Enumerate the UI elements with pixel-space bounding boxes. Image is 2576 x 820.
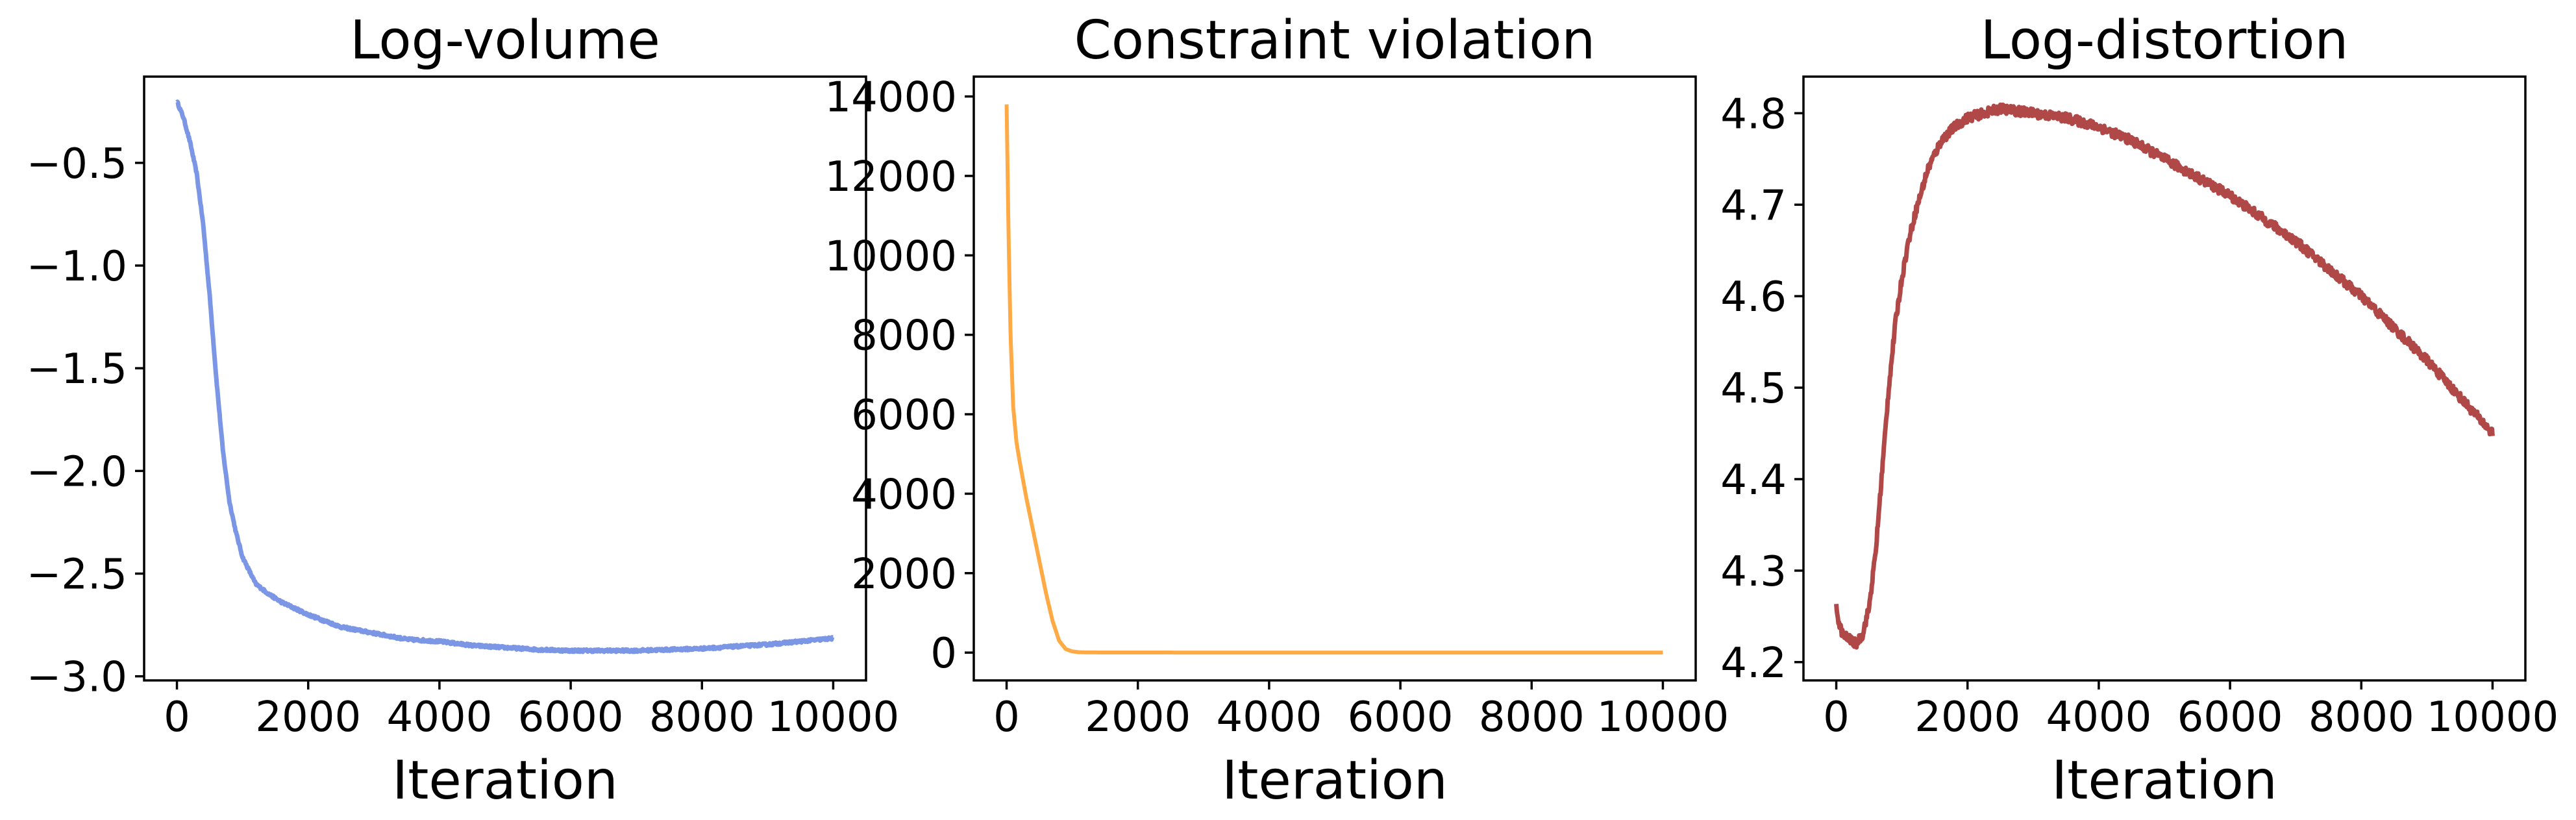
x-tick-label: 8000: [649, 693, 755, 741]
x-tick-label: 6000: [2177, 693, 2283, 741]
chart-panel-log-volume: 0 2000 4000 6000 8000 10000 −0.5 −1.0 −1.5 −2.0 −2…: [27, 10, 900, 812]
y-tick-label: −2.5: [27, 551, 127, 599]
y-tick-label: 14000: [824, 74, 957, 122]
y-tick-label: 4.6: [1720, 273, 1787, 321]
y-tick-label: −1.5: [27, 345, 127, 393]
series-line-log-volume-0: [175, 99, 836, 654]
y-tick-label: 2000: [851, 551, 957, 599]
chart-panel-constraint-violation: 0 2000 4000 6000 8000 10000020004000600080001…: [824, 10, 1729, 812]
y-tick-label: 4.3: [1720, 548, 1787, 596]
y-tick-label: 4.5: [1720, 365, 1787, 413]
x-tick-label: 8000: [2309, 693, 2414, 741]
x-tick-label: 6000: [1348, 693, 1454, 741]
y-tick-label: 10000: [824, 232, 957, 280]
x-tick-label: 2000: [1085, 693, 1191, 741]
axes-frame-log-volume: [143, 75, 867, 682]
y-tick-label: 12000: [824, 153, 957, 201]
x-tick-label: 8000: [1479, 693, 1585, 741]
y-tick-label: 4000: [851, 471, 957, 519]
x-tick-label: 4000: [386, 693, 492, 741]
y-tick-label: −2.0: [27, 448, 127, 496]
y-tick-label: −3.0: [27, 654, 127, 702]
x-tick-label: 10000: [1597, 693, 1729, 741]
x-axis-label: Iteration: [1222, 750, 1448, 812]
x-tick-label: 10000: [767, 693, 900, 741]
x-tick-label: 0: [1823, 693, 1850, 741]
y-tick-label: 4.8: [1720, 90, 1787, 138]
y-tick-label: 4.4: [1720, 456, 1787, 504]
series-line-constraint-violation-0: [1004, 104, 1665, 655]
series-line-log-distortion-0: [1834, 102, 2495, 650]
x-tick-label: 2000: [1914, 693, 2020, 741]
x-tick-label: 4000: [2046, 693, 2151, 741]
y-tick-label: 0: [930, 630, 957, 678]
x-tick-label: 6000: [518, 693, 624, 741]
x-axis-label: Iteration: [2051, 750, 2277, 812]
x-tick-label: 2000: [255, 693, 361, 741]
axes-frame-constraint-violation: [972, 75, 1697, 682]
x-tick-label: 0: [164, 693, 190, 741]
y-tick-label: −1.0: [27, 243, 127, 291]
chart-title: Log-volume: [350, 10, 660, 71]
x-tick-label: 0: [993, 693, 1020, 741]
y-tick-label: 8000: [851, 312, 957, 360]
x-tick-label: 4000: [1216, 693, 1322, 741]
chart-title: Constraint violation: [1074, 10, 1596, 71]
y-tick-label: −0.5: [27, 140, 127, 188]
y-tick-label: 4.7: [1720, 182, 1787, 230]
chart-panel-log-distortion: 0 2000 4000 6000 8000 10000 4.2 4.3 4.4 4.5 4.6 4.7…: [1720, 10, 2558, 812]
x-axis-label: Iteration: [392, 750, 618, 812]
x-tick-label: 10000: [2427, 693, 2559, 741]
y-tick-label: 6000: [851, 391, 957, 440]
chart-title: Log-distortion: [1981, 10, 2349, 71]
axes-frame-log-distortion: [1802, 75, 2527, 682]
y-tick-label: 4.2: [1720, 640, 1787, 688]
